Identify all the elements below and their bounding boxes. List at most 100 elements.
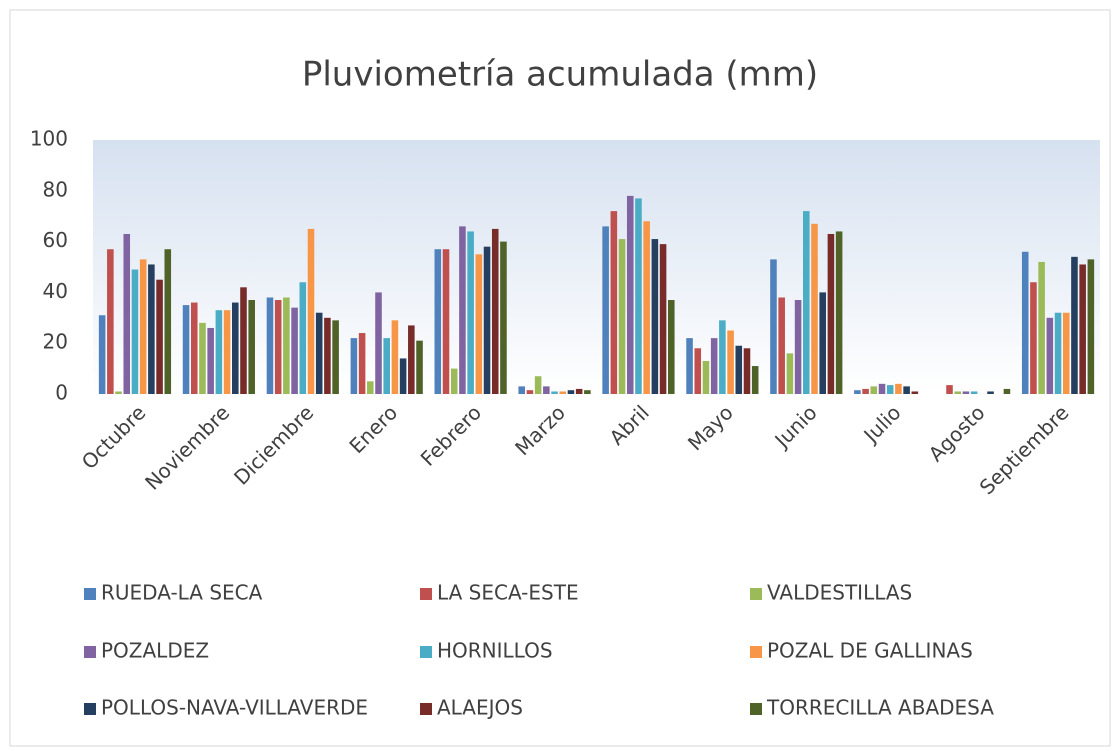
bar — [543, 386, 550, 394]
bar — [107, 249, 114, 394]
bar — [139, 259, 147, 394]
bar — [315, 312, 323, 394]
bar — [870, 386, 878, 394]
bar — [500, 241, 507, 394]
bar — [567, 390, 575, 394]
chart-title: Pluviometría acumulada (mm) — [302, 55, 818, 95]
bar — [659, 244, 667, 394]
bar — [156, 279, 163, 394]
bar — [803, 211, 810, 394]
bar — [886, 385, 894, 394]
bar — [358, 333, 366, 394]
legend-swatch — [750, 646, 762, 658]
bar — [375, 292, 382, 394]
legend-swatch — [420, 588, 432, 600]
bar — [1087, 259, 1095, 394]
bar — [1038, 261, 1045, 394]
bar — [610, 211, 618, 394]
y-tick-label: 100 — [30, 127, 68, 151]
legend-swatch — [750, 703, 762, 715]
bar — [895, 383, 902, 394]
y-tick-label: 40 — [43, 279, 68, 303]
bar — [332, 320, 339, 394]
bar — [702, 360, 710, 394]
bar — [575, 388, 583, 394]
bar — [1030, 282, 1037, 394]
legend-label: TORRECILLA ABADESA — [766, 696, 994, 720]
bar — [778, 297, 785, 394]
bar — [1003, 388, 1011, 394]
bar — [651, 239, 659, 394]
bar — [727, 330, 734, 394]
bar — [686, 338, 693, 394]
bar — [307, 228, 315, 394]
bar — [148, 264, 155, 394]
bar — [450, 368, 458, 394]
bar — [903, 386, 910, 394]
bar — [534, 376, 542, 394]
legend-label: POLLOS-NAVA-VILLAVERDE — [101, 696, 368, 720]
bar — [794, 300, 802, 394]
bar — [215, 310, 223, 394]
bar — [467, 231, 474, 394]
bar — [735, 345, 743, 394]
bar — [878, 383, 886, 394]
bar — [299, 282, 307, 394]
bar — [719, 320, 726, 394]
bar — [987, 391, 994, 394]
bar — [694, 348, 702, 394]
bar — [1021, 251, 1029, 394]
bar — [199, 322, 206, 394]
bar — [240, 287, 247, 394]
bar — [123, 233, 131, 394]
legend-label: LA SECA-ESTE — [437, 581, 579, 605]
bar — [1079, 264, 1086, 394]
bar — [115, 391, 122, 394]
bar — [602, 226, 609, 394]
bar — [962, 391, 970, 394]
legend-label: POZALDEZ — [101, 639, 209, 663]
bar — [862, 388, 869, 394]
bar — [491, 228, 499, 394]
bar — [475, 254, 483, 394]
bar — [1071, 256, 1078, 394]
bar — [391, 320, 399, 394]
y-tick-label: 20 — [43, 330, 68, 354]
bar — [667, 300, 675, 394]
bar — [786, 353, 794, 394]
bar — [266, 297, 274, 394]
y-tick-label: 0 — [55, 381, 68, 405]
legend-swatch — [420, 646, 432, 658]
bar — [248, 300, 255, 394]
bar — [854, 390, 861, 394]
legend-label: ALAEJOS — [437, 696, 523, 720]
bar — [399, 358, 407, 394]
plot-area — [93, 140, 1100, 394]
bar — [911, 391, 919, 394]
bar — [643, 221, 650, 394]
bar — [383, 338, 390, 394]
y-tick-label: 60 — [43, 228, 68, 252]
legend-label: VALDESTILLAS — [767, 581, 912, 605]
bar — [618, 239, 626, 394]
bar — [811, 223, 818, 394]
bar — [131, 269, 139, 394]
bar — [770, 259, 777, 394]
bar — [416, 340, 423, 394]
bar — [626, 195, 634, 394]
bar — [743, 348, 751, 394]
bar — [559, 391, 567, 394]
bar — [274, 300, 282, 394]
bar — [710, 338, 718, 394]
bar — [526, 390, 534, 394]
bar — [954, 391, 961, 394]
bar — [232, 302, 239, 394]
bar — [434, 249, 442, 394]
bar — [98, 315, 106, 394]
bar — [190, 302, 198, 394]
bar — [584, 390, 591, 394]
legend-swatch — [84, 646, 96, 658]
bar — [970, 391, 978, 394]
bar — [459, 226, 466, 394]
